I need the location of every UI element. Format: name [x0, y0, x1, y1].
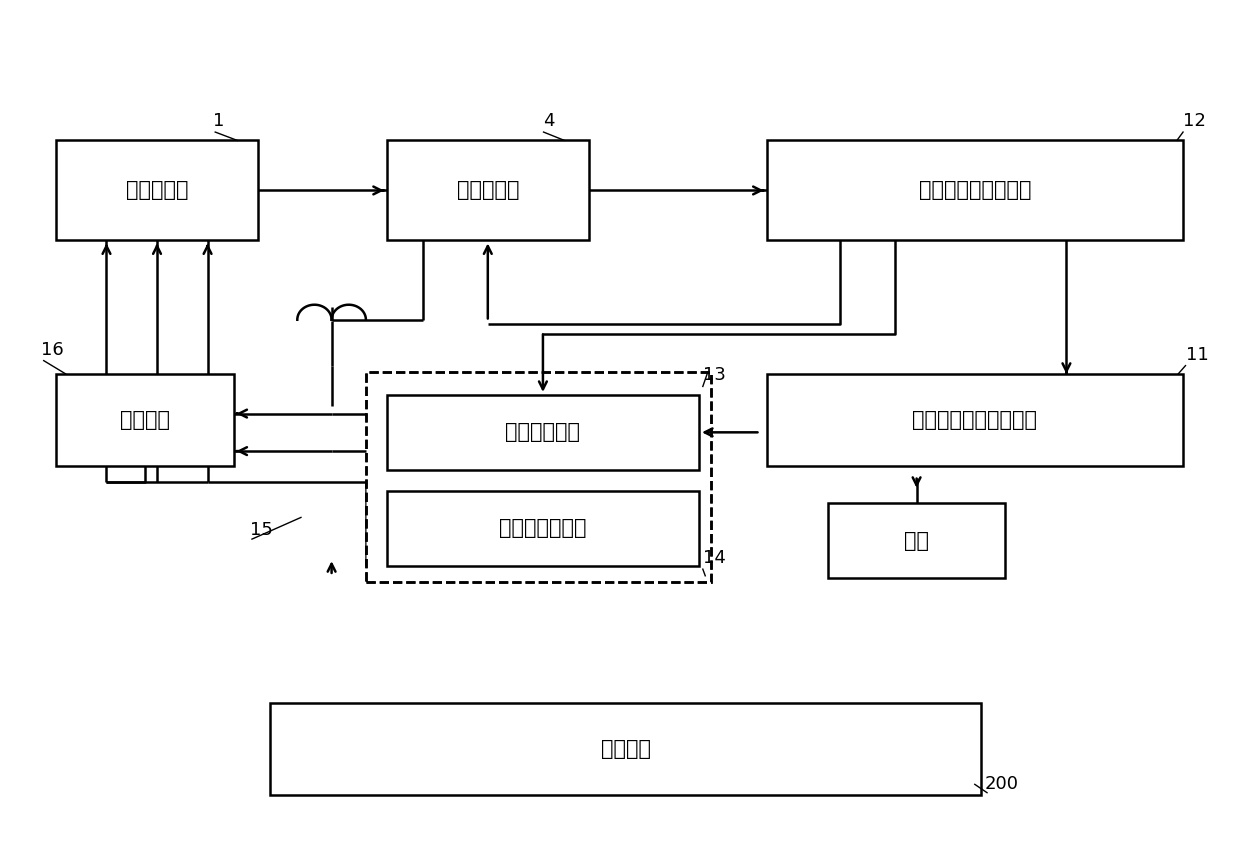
Bar [387, 395, 699, 470]
Bar [387, 141, 589, 241]
Text: 12: 12 [1183, 113, 1206, 131]
Bar [56, 374, 234, 466]
Bar [767, 141, 1183, 241]
Bar [767, 374, 1183, 466]
Text: 11: 11 [1186, 346, 1208, 364]
Text: 控制系统: 控制系统 [601, 739, 650, 759]
Bar [270, 704, 981, 795]
Text: 14: 14 [703, 550, 726, 567]
Bar [56, 141, 258, 241]
Bar [828, 503, 1005, 578]
Text: 200: 200 [985, 775, 1018, 793]
Bar [387, 491, 699, 566]
Text: 4: 4 [544, 113, 555, 131]
Text: 废气: 废气 [904, 531, 929, 550]
Bar [366, 372, 711, 583]
Text: 泵冷却系统: 泵冷却系统 [456, 181, 519, 200]
Text: 废热供暖系统: 废热供暖系统 [506, 422, 580, 443]
Text: 电加热供暖系统: 电加热供暖系统 [499, 518, 587, 538]
Text: 16: 16 [41, 341, 64, 359]
Text: 1: 1 [213, 113, 224, 131]
Bar [366, 372, 711, 583]
Text: 冷介质容器: 冷介质容器 [126, 181, 188, 200]
Text: 15: 15 [249, 522, 273, 539]
Text: 13: 13 [703, 366, 726, 384]
Text: 燃料电池堆冷却系统: 燃料电池堆冷却系统 [918, 181, 1031, 200]
Text: 散热系统: 散热系统 [120, 410, 170, 430]
Text: 电源管理系统冷却系统: 电源管理系统冷却系统 [912, 410, 1037, 430]
